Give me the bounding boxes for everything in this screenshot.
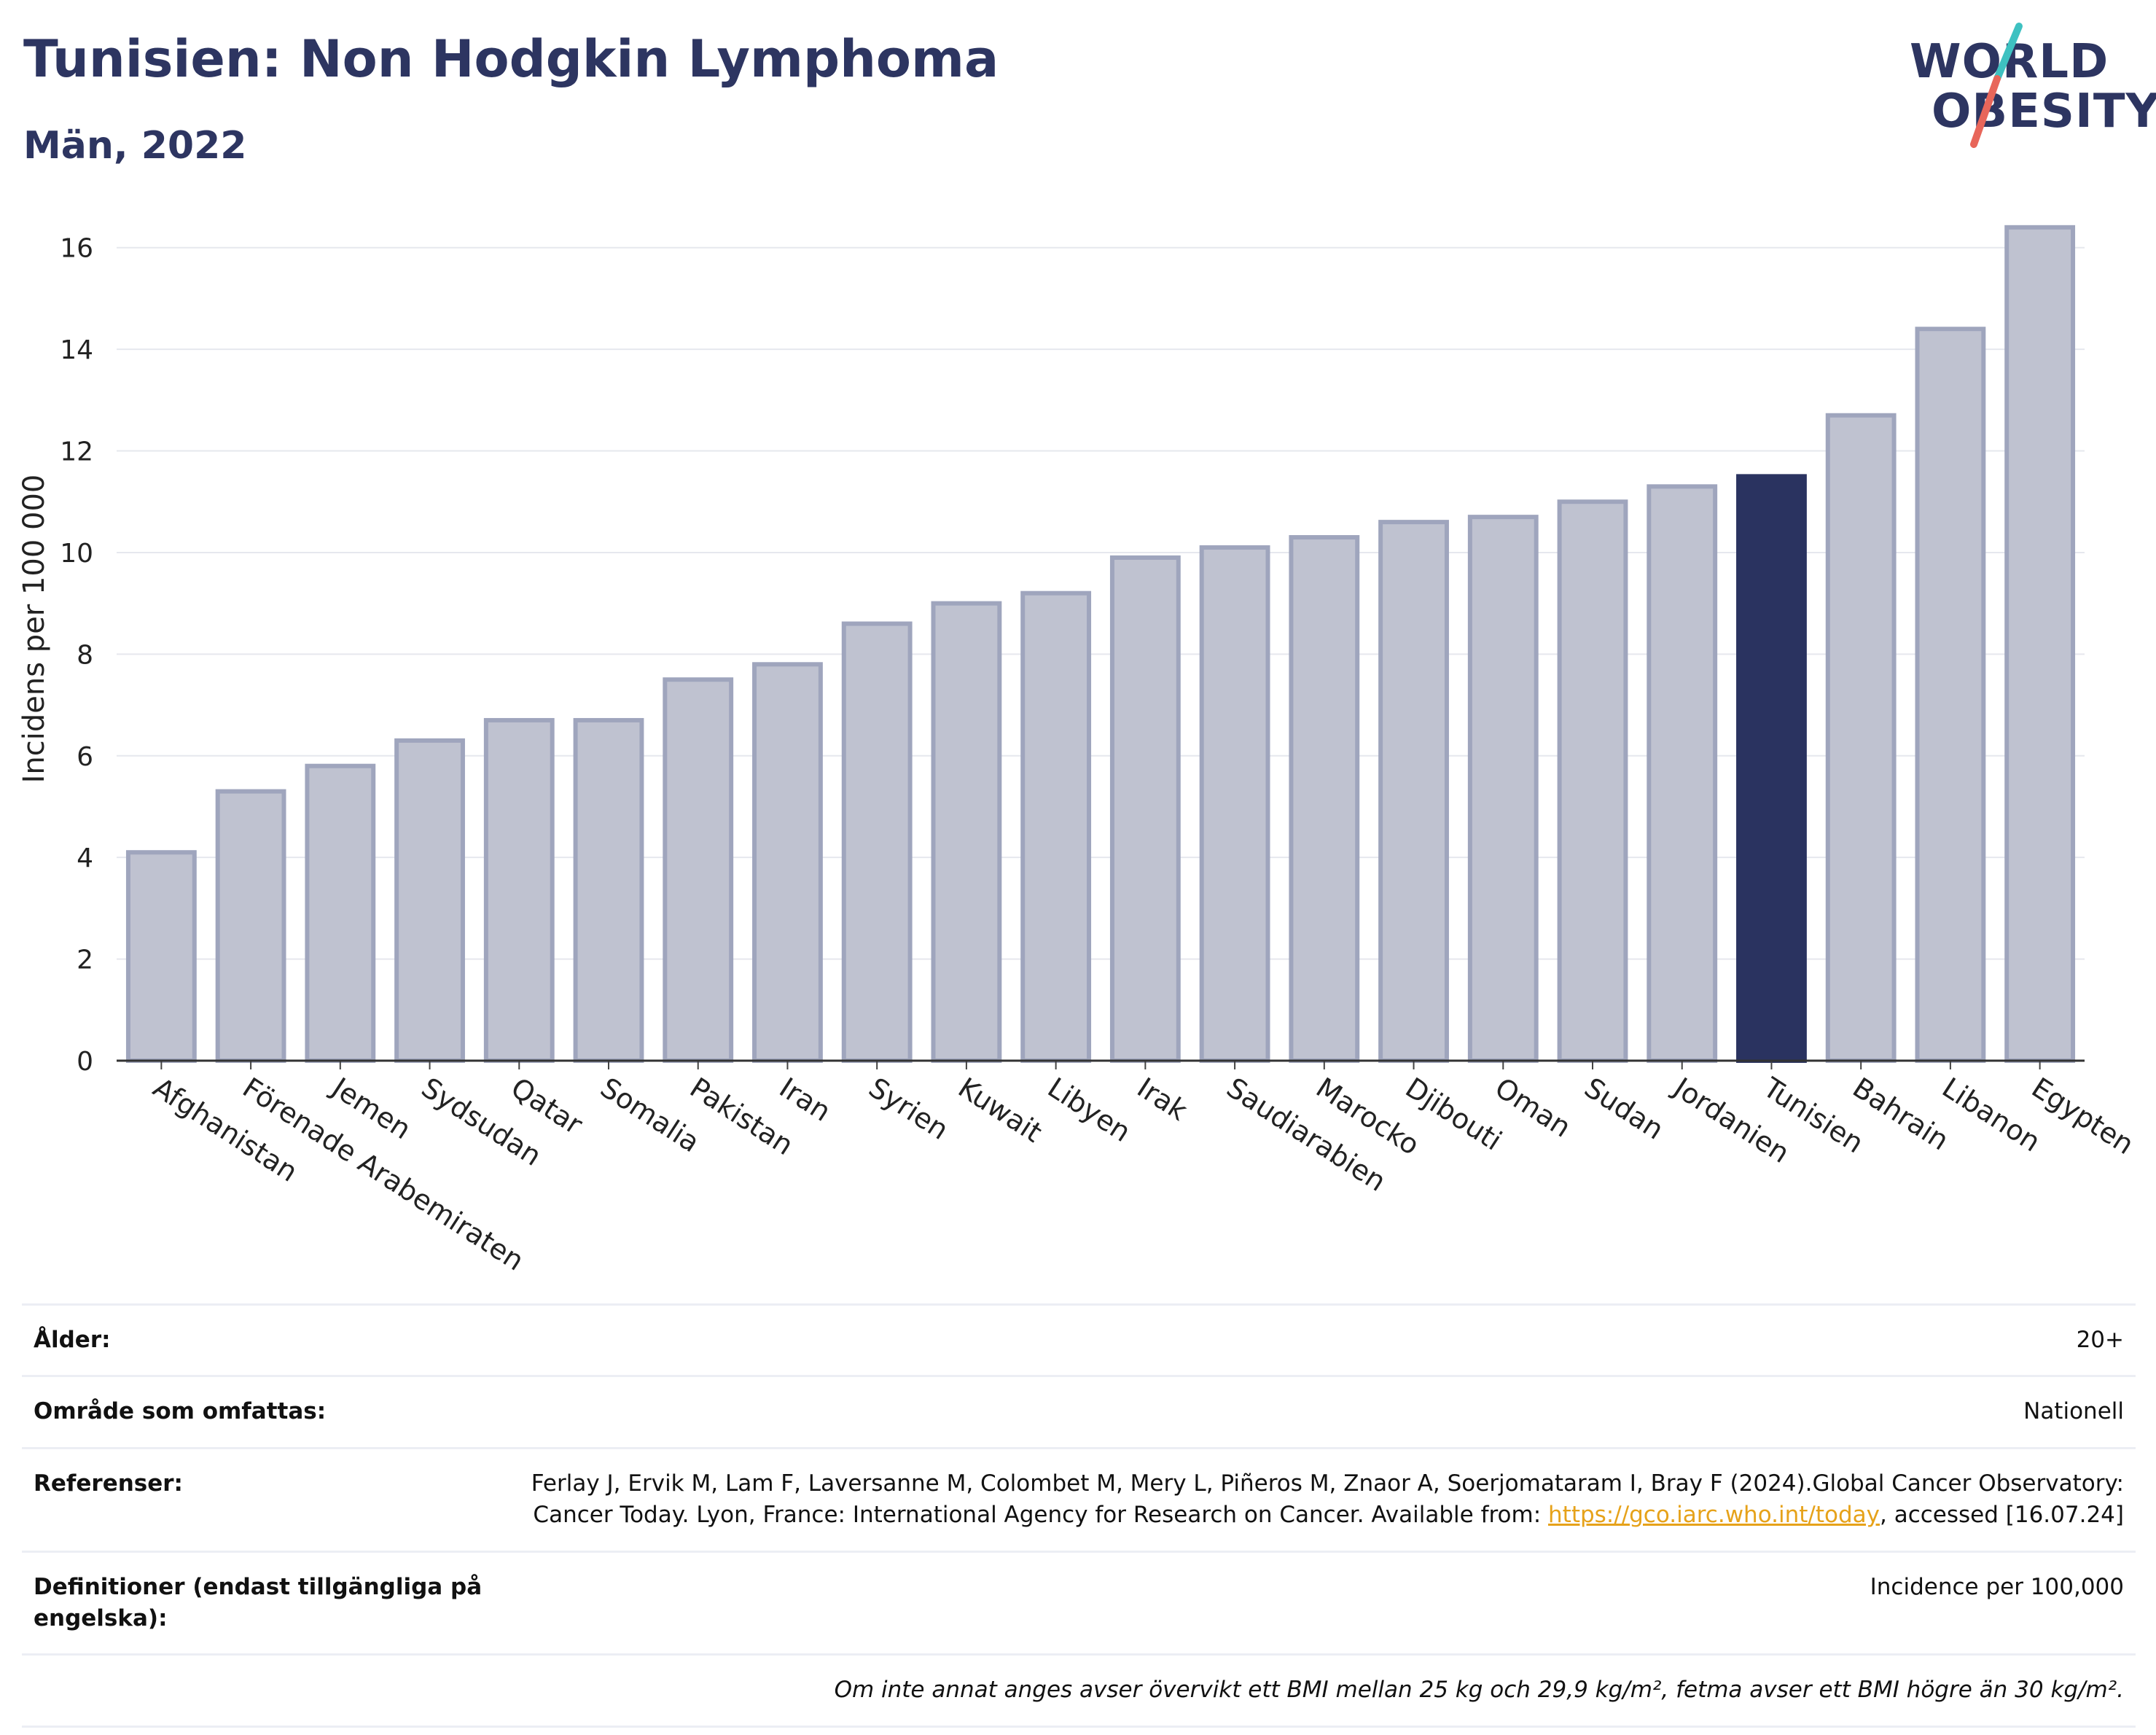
bar-afghanistan — [125, 850, 197, 1063]
info-row-area: Område som omfattas: Nationell — [22, 1375, 2136, 1449]
bars — [125, 225, 2076, 1064]
bar-sudan — [1557, 499, 1628, 1063]
references-suffix: , accessed [16.07.24] — [1879, 1502, 2124, 1529]
x-tick-label: Bahrain — [1847, 1072, 1954, 1157]
bar-saudiarabien — [1199, 545, 1270, 1063]
note-spacer — [22, 1653, 497, 1728]
bar-qatar — [483, 717, 555, 1063]
y-tick-label: 4 — [77, 843, 93, 873]
y-tick-label: 0 — [77, 1047, 93, 1077]
definitions-value: Incidence per 100,000 — [497, 1550, 2136, 1656]
bar-somalia — [573, 717, 644, 1063]
x-tick-label: Saudiarabien — [1221, 1072, 1391, 1198]
age-value: 20+ — [497, 1303, 2136, 1378]
y-tick-label: 8 — [77, 640, 93, 670]
bar-pakistan — [663, 677, 734, 1063]
world-obesity-logo: WORLD OBESITY — [1895, 20, 2156, 152]
area-label: Område som omfattas: — [22, 1375, 497, 1449]
info-row-age: Ålder: 20+ — [22, 1303, 2136, 1378]
references-label: Referenser: — [22, 1446, 497, 1553]
age-label: Ålder: — [22, 1303, 497, 1378]
bmi-note: Om inte annat anges avser övervikt ett B… — [497, 1653, 2136, 1728]
definitions-label: Definitioner (endast tillgängliga på eng… — [22, 1550, 497, 1656]
chart-subtitle: Män, 2022 — [23, 124, 247, 168]
x-tick-label: Sudan — [1579, 1072, 1669, 1146]
bar-kuwait — [931, 601, 1002, 1063]
y-tick-label: 14 — [60, 335, 93, 365]
area-value: Nationell — [497, 1375, 2136, 1449]
x-tick-label: Egypten — [2026, 1072, 2140, 1161]
bar-irak — [1109, 555, 1181, 1063]
y-tick-label: 10 — [60, 539, 93, 569]
bar-iran — [752, 662, 823, 1063]
bar-marocko — [1289, 535, 1360, 1063]
bar-libanon — [1915, 327, 1986, 1063]
references-link[interactable]: https://gco.iarc.who.int/today — [1548, 1502, 1880, 1529]
x-tick-label: Syrien — [863, 1072, 954, 1146]
x-tick-label: Libyen — [1042, 1072, 1136, 1148]
references-text: Ferlay J, Ervik M, Lam F, Laversanne M, … — [531, 1470, 2124, 1529]
y-tick-label: 2 — [77, 946, 93, 975]
bar-sydsudan — [394, 738, 465, 1064]
x-tick-label: Kuwait — [953, 1072, 1047, 1149]
bar-förenade-arabemiraten — [215, 789, 286, 1063]
info-row-definitions: Definitioner (endast tillgängliga på eng… — [22, 1550, 2136, 1656]
x-tick-label: Irak — [1131, 1072, 1192, 1127]
bar-bahrain — [1825, 413, 1897, 1063]
chart-title: Tunisien: Non Hodgkin Lymphoma — [23, 29, 999, 89]
y-tick-label: 6 — [77, 742, 93, 772]
x-tick-label: Libanon — [1937, 1072, 2046, 1158]
bar-jordanien — [1647, 484, 1718, 1063]
references-value: Ferlay J, Ervik M, Lam F, Laversanne M, … — [497, 1446, 2136, 1553]
bar-jemen — [305, 763, 376, 1063]
bar-egypten — [2004, 225, 2076, 1064]
logo-slash-icon — [1970, 23, 2023, 148]
x-tick-label: Somalia — [595, 1072, 706, 1159]
info-row-references: Referenser: Ferlay J, Ervik M, Lam F, La… — [22, 1446, 2136, 1553]
bar-tunisien — [1736, 474, 1807, 1064]
y-tick-label: 16 — [60, 234, 93, 264]
logo-line-2: OBESITY — [1932, 85, 2156, 139]
info-row-note: Om inte annat anges avser övervikt ett B… — [22, 1653, 2136, 1728]
y-axis-label: Incidens per 100 000 — [17, 475, 51, 784]
info-table: Ålder: 20+ Område som omfattas: Nationel… — [22, 1303, 2136, 1728]
bar-oman — [1467, 515, 1539, 1064]
bar-libyen — [1020, 590, 1092, 1063]
x-tick-label: Iran — [774, 1072, 837, 1128]
y-tick-label: 12 — [60, 437, 93, 467]
bar-djibouti — [1378, 520, 1449, 1063]
bar-syrien — [841, 621, 913, 1063]
